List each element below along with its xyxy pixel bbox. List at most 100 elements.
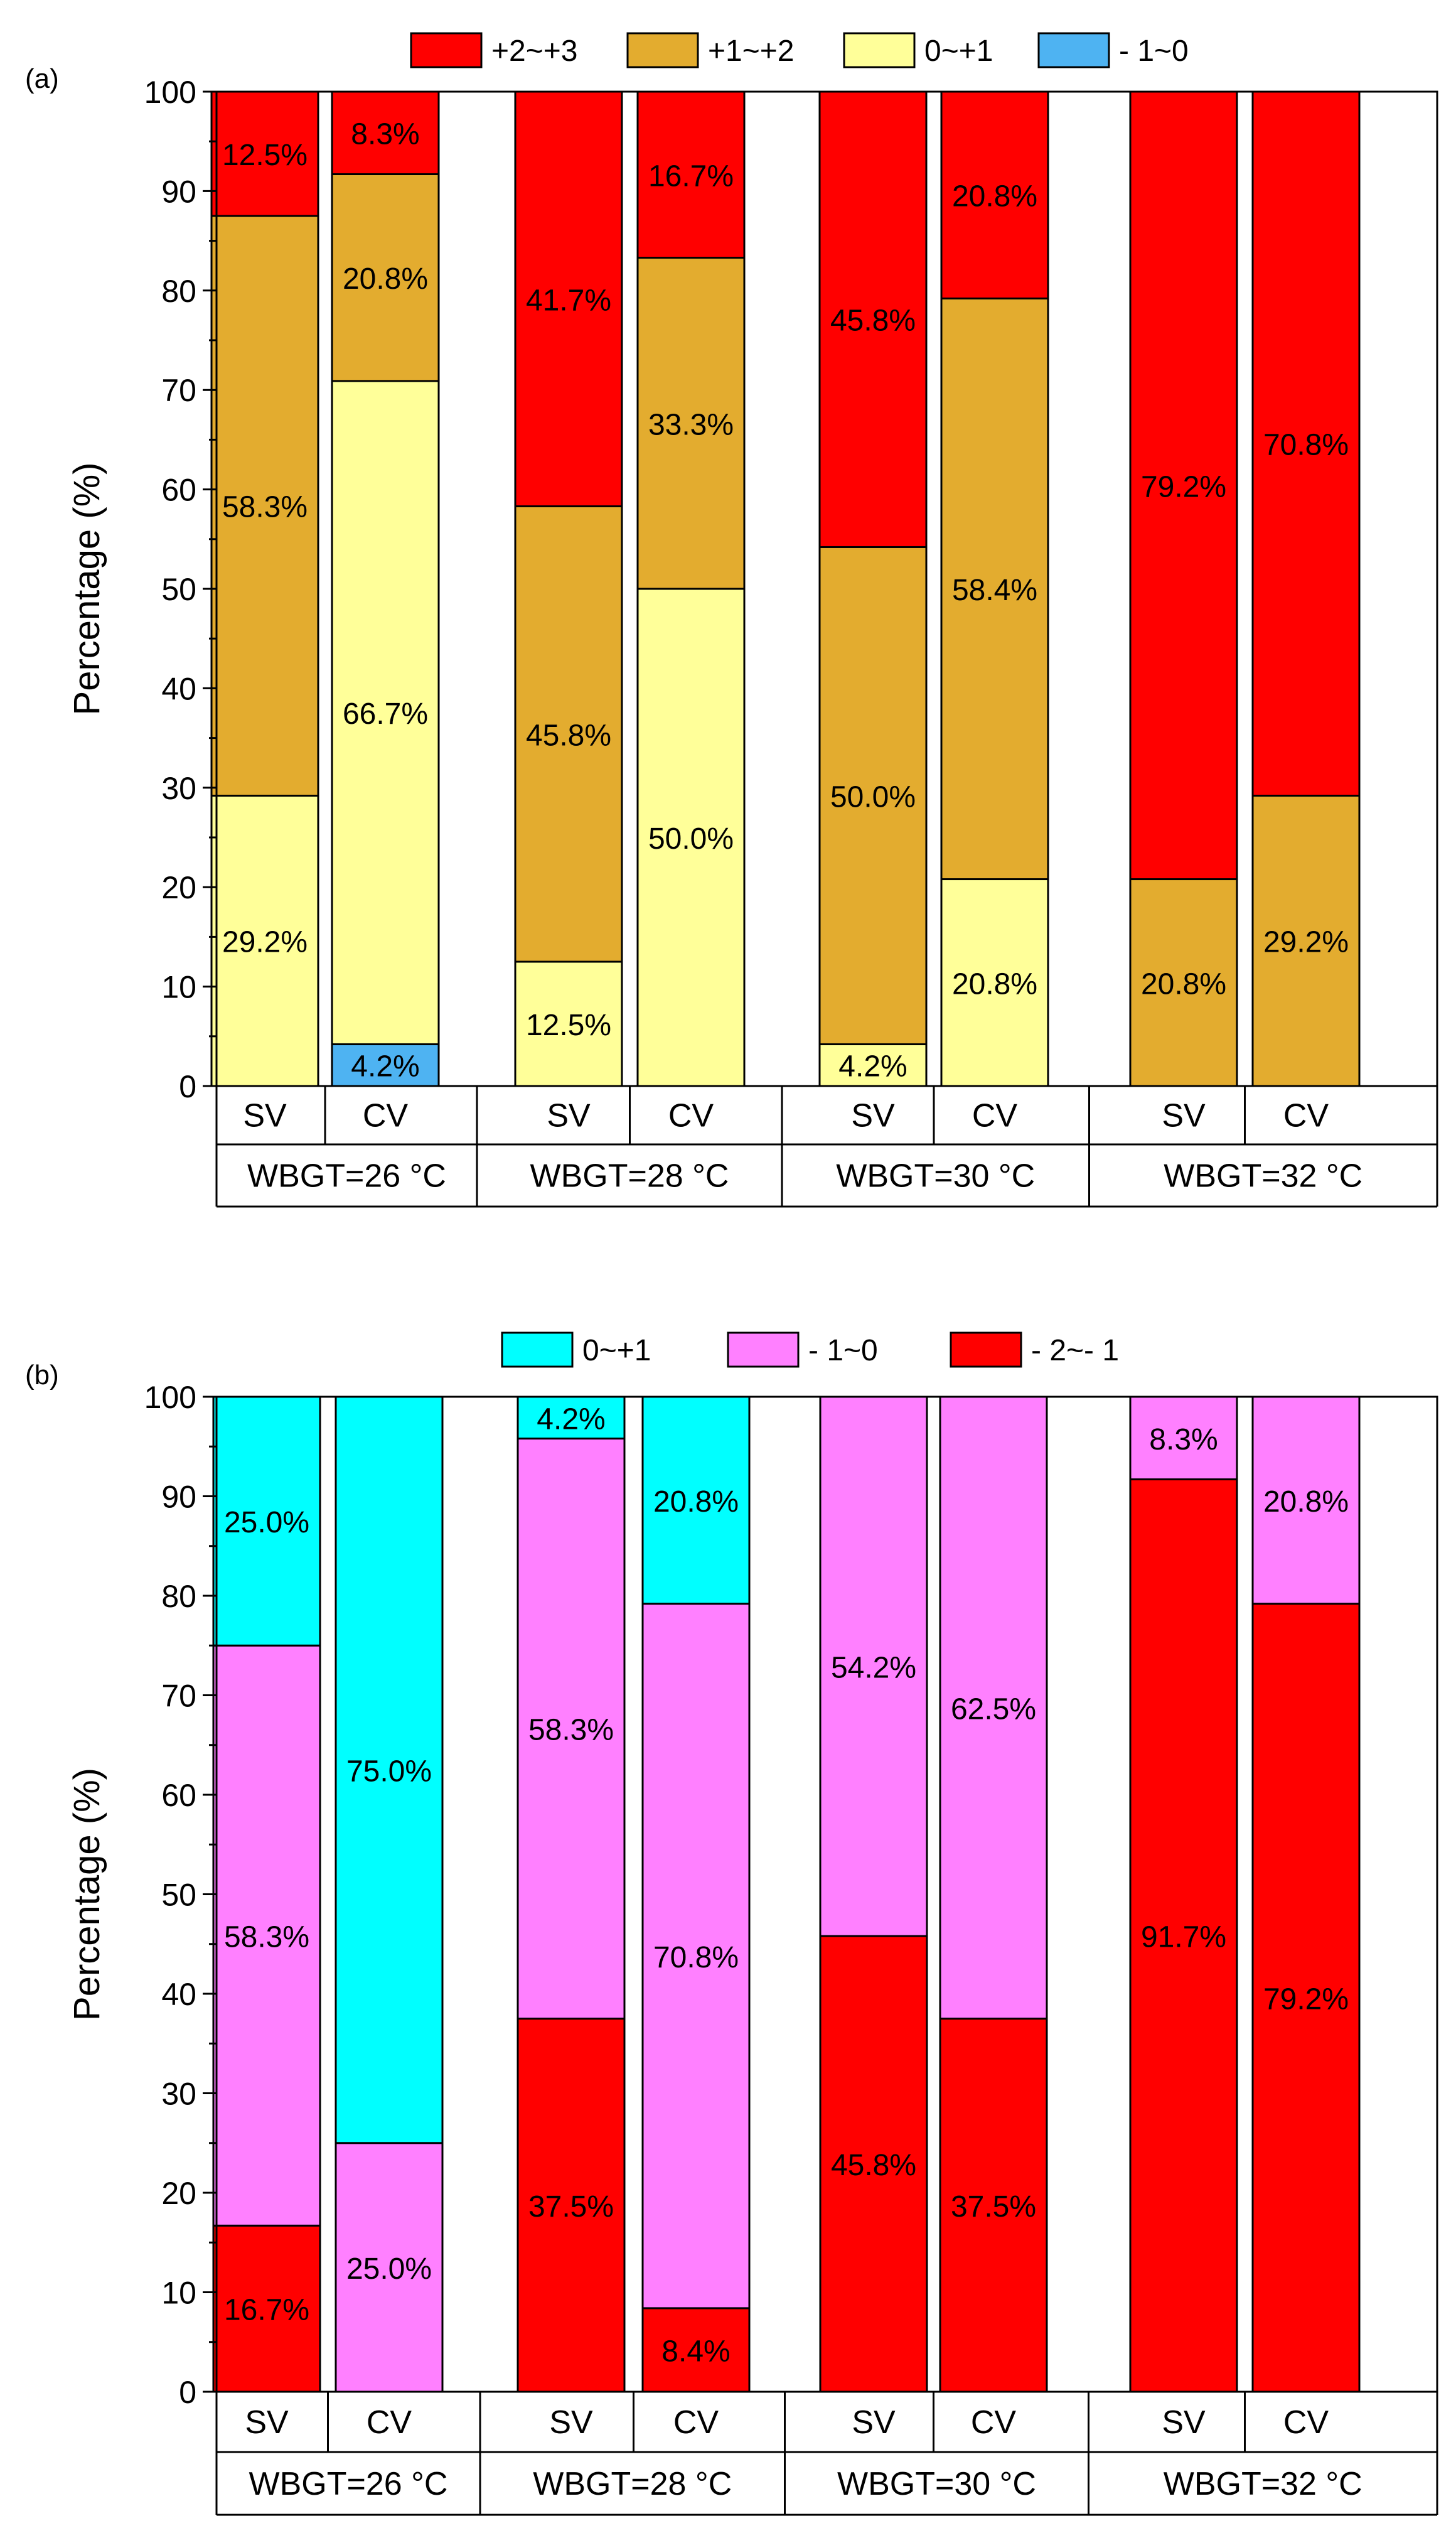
bar-segment — [818, 90, 928, 548]
y-tick-label: 40 — [161, 1977, 196, 2012]
data-label: 4.2% — [838, 1050, 907, 1084]
legend-swatch — [1037, 32, 1110, 68]
category-label: SV — [243, 1098, 287, 1134]
data-label: 37.5% — [528, 2190, 614, 2224]
legend-label: 0~+1 — [582, 1334, 651, 1367]
data-label: 20.8% — [1141, 967, 1226, 1001]
y-tick-label: 0 — [179, 1069, 196, 1104]
bar-segment — [819, 1935, 928, 2393]
bar-segment — [331, 1043, 440, 1087]
group-label: WBGT=28 °C — [533, 2466, 732, 2502]
group-label: WBGT=28 °C — [530, 1158, 729, 1195]
data-label: 8.3% — [1149, 1423, 1218, 1456]
bar-segment — [331, 380, 440, 1045]
data-label: 33.3% — [648, 408, 734, 441]
legend-label: +2~+3 — [491, 35, 577, 68]
data-label: 50.0% — [830, 780, 916, 814]
legend-label: 0~+1 — [924, 35, 993, 68]
data-label: 8.4% — [661, 2335, 730, 2368]
bar-segment — [641, 2307, 751, 2393]
y-tick-label: 0 — [179, 2375, 196, 2410]
data-label: 58.3% — [222, 491, 308, 524]
group-label: WBGT=32 °C — [1164, 2466, 1362, 2502]
category-label: CV — [1283, 1098, 1329, 1134]
data-label: 79.2% — [1141, 470, 1226, 503]
y-tick-label: 10 — [161, 2276, 196, 2311]
data-label: 20.8% — [343, 262, 428, 296]
data-label: 45.8% — [831, 2149, 916, 2182]
group-label: WBGT=32 °C — [1164, 1158, 1362, 1195]
legend-swatch — [727, 1331, 800, 1368]
group-label: WBGT=26 °C — [249, 2466, 448, 2502]
category-label: CV — [972, 1098, 1018, 1134]
bar-segment — [514, 960, 623, 1087]
y-tick-label: 80 — [161, 1579, 196, 1614]
bar-segment — [940, 878, 1049, 1087]
data-label: 8.3% — [351, 118, 419, 151]
y-tick-label: 20 — [161, 870, 196, 905]
category-label: CV — [971, 2404, 1017, 2441]
category-label: SV — [851, 1098, 895, 1134]
y-tick-label: 30 — [161, 2077, 196, 2112]
y-tick-label: 10 — [161, 970, 196, 1005]
category-label: SV — [549, 2404, 593, 2441]
data-label: 25.0% — [346, 2252, 432, 2286]
y-tick-label: 100 — [144, 1380, 196, 1415]
bar-segment — [636, 588, 746, 1087]
bar-segment — [514, 90, 623, 508]
bar-segment — [1251, 1603, 1361, 2393]
category-label: SV — [852, 2404, 896, 2441]
data-label: 58.3% — [528, 1714, 614, 1747]
y-tick-label: 50 — [161, 572, 196, 607]
data-label: 79.2% — [1263, 1982, 1349, 2016]
data-label: 25.0% — [224, 1506, 309, 1539]
bar-segment — [939, 2018, 1048, 2393]
data-label: 29.2% — [222, 926, 308, 959]
data-label: 29.2% — [1263, 926, 1349, 959]
y-tick-label: 90 — [161, 1480, 196, 1515]
bar-segment — [212, 1396, 321, 1647]
y-tick-label: 30 — [161, 771, 196, 806]
data-label: 12.5% — [222, 139, 308, 172]
bar-segment — [641, 1603, 751, 2310]
category-label: CV — [367, 2404, 412, 2441]
category-label: CV — [1283, 2404, 1329, 2441]
data-label: 62.5% — [951, 1692, 1036, 1726]
data-label: 70.8% — [1263, 429, 1349, 462]
bar-segment — [636, 90, 746, 259]
data-label: 4.2% — [537, 1402, 605, 1436]
bar-segment — [1129, 90, 1238, 881]
y-axis-title: Percentage (%) — [67, 463, 107, 716]
y-tick-label: 70 — [161, 1679, 196, 1714]
y-tick-label: 40 — [161, 671, 196, 706]
bar-segment — [331, 173, 440, 382]
y-tick-label: 90 — [161, 174, 196, 209]
data-label: 66.7% — [343, 697, 428, 731]
data-label: 12.5% — [526, 1009, 611, 1042]
bar-segment — [818, 546, 928, 1045]
y-tick-label: 60 — [161, 473, 196, 508]
legend-swatch — [410, 32, 483, 68]
y-tick-label: 70 — [161, 373, 196, 408]
y-axis-title: Percentage (%) — [67, 1768, 107, 2021]
data-label: 54.2% — [831, 1652, 916, 1685]
data-label: 4.2% — [351, 1050, 419, 1084]
category-label: SV — [245, 2404, 289, 2441]
data-label: 75.0% — [346, 1755, 432, 1788]
y-tick-label: 50 — [161, 1878, 196, 1913]
bar-segment — [210, 215, 319, 797]
group-label: WBGT=30 °C — [836, 1158, 1035, 1195]
bar-segment — [210, 794, 319, 1087]
data-label: 20.8% — [653, 1485, 739, 1519]
category-label: CV — [363, 1098, 409, 1134]
category-label: SV — [1162, 2404, 1206, 2441]
bar-segment — [212, 1644, 321, 2227]
legend-label: - 1~0 — [808, 1334, 878, 1367]
legend-label: - 1~0 — [1119, 35, 1189, 68]
legend-label: - 2~- 1 — [1031, 1334, 1119, 1367]
bar-segment — [1129, 1478, 1238, 2393]
bar-segment — [1129, 1396, 1238, 1481]
legend-swatch — [626, 32, 699, 68]
